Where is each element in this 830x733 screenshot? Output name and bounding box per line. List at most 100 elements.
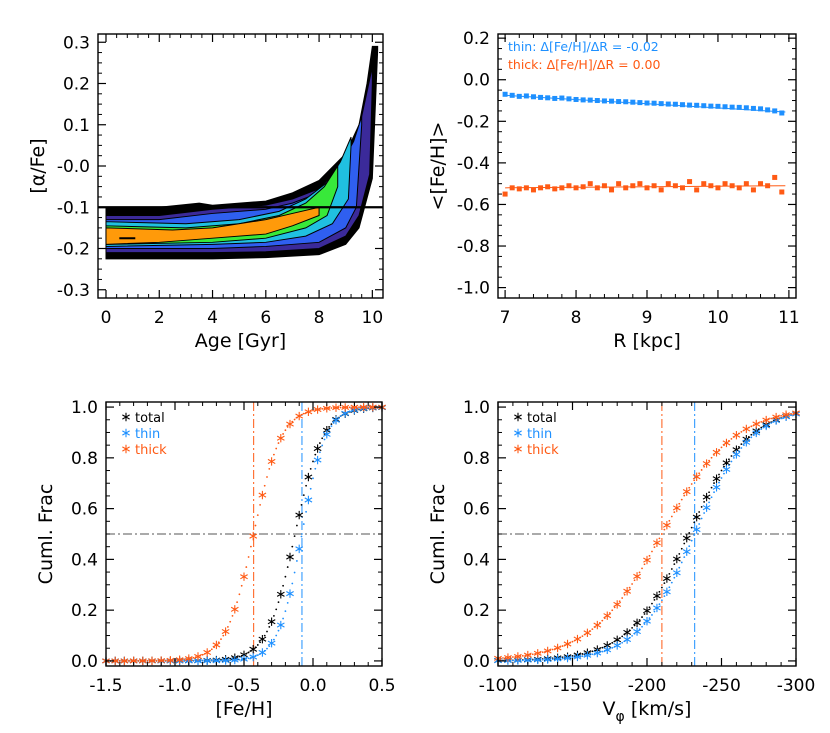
total-curve-dot [718,473,720,476]
total-curve-dot [571,654,574,657]
thin-point [651,100,657,106]
thick-curve-dot [266,476,268,478]
thin-point [658,101,664,107]
y-tick-label: 0.2 [71,601,98,621]
thick-point [545,184,551,190]
x-tick-label: -1.0 [158,676,191,696]
total-curve-dot [631,626,633,629]
thick-point [708,183,714,189]
thick-curve-dot [673,511,676,514]
thick-curve-dot [601,619,604,622]
thin-curve-dot [512,659,514,662]
x-axis-label: [Fe/H] [215,698,272,720]
thick-point [729,183,735,189]
thick-curve-dot [661,533,663,535]
thick-curve-dot [591,628,594,631]
total-curve-dot [708,491,710,494]
x-axis-label-main: V [603,698,616,720]
thick-curve-dot [683,494,686,497]
legend-total-label: total [527,411,557,426]
thin-curve-dot [720,477,723,479]
thick-curve-dot [220,638,222,641]
thin-curve-dot [658,603,661,606]
total-curve-dot [668,572,671,575]
thick-curve-dot [648,554,651,557]
thin-curve-dot [611,646,614,649]
legend-thick-marker [122,444,130,454]
annotation-thick-gradient: thick: Δ[Fe/H]/ΔR = 0.00 [508,57,660,72]
total-curve-dot [750,433,753,436]
panel-feh-radius: 7 8 9 10 11 -1.0 -0.8 -0.6 -0.4 -0.2 0.0 0.2 thin: … [427,29,800,352]
ticks: 7 8 9 10 11 -1.0 -0.8 -0.6 -0.4 -0.2 0.0 0.2 [457,29,800,328]
y-tick-label: 0.4 [71,550,98,570]
total-star-marker [692,512,701,522]
series-layer [494,408,800,665]
thick-point [722,181,728,187]
thick-curve-dot [618,600,621,603]
thin-curve-dot [708,501,710,504]
thin-curve-dot [328,429,330,431]
thin-point [502,91,508,97]
thick-star-marker [563,639,572,649]
thick-point [609,187,615,193]
thick-curve-dot [750,425,753,428]
total-star-marker [712,474,721,483]
thin-star-marker [258,648,267,657]
y-tick-label: -0.2 [457,112,490,132]
thin-curve-dot [521,659,524,662]
thick-curve-dot [210,648,213,651]
thin-point [701,103,707,109]
thick-star-marker [662,521,671,530]
thin-curve-dot [183,660,186,662]
thick-curve-dot [703,465,706,468]
thick-curve-dot [263,484,266,487]
thin-curve-dot [524,659,527,662]
thin-star-marker [286,589,294,598]
thin-curve-dot [305,510,307,513]
thin-star-marker [573,652,582,662]
total-curve-dot [314,453,317,456]
total-curve-dot [581,653,584,655]
thick-curve-dot [678,502,681,505]
thick-curve-dot [531,653,534,656]
total-curve-dot [263,634,266,637]
thick-curve-dot [240,584,243,587]
y-tick-label: 0.8 [463,449,490,469]
thick-curve-dot [302,412,305,415]
total-curve-dot [678,553,681,555]
thick-curve-dot [541,651,544,654]
thick-star-marker [249,531,258,541]
panel-alpha-age: 0 2 4 6 8 10 -0.3 -0.2 -0.1 -0.0 0.1 0.2 0.3 Age [Gy… [27,33,384,352]
thick-curve-dot [192,656,195,659]
thick-curve-dot [259,504,261,506]
total-curve-dot [328,426,330,428]
total-star-marker [672,554,681,564]
total-curve-dot [737,445,740,448]
legend-thick-marker [514,444,522,454]
thick-star-marker [240,572,248,581]
thin-star-marker [643,616,651,626]
thin-point [538,94,544,100]
total-curve-dot [300,504,303,506]
total-curve-dot [268,626,271,628]
thin-point [672,101,678,107]
y-axis-label: <[Fe/H]> [427,122,449,211]
thin-star-marker [732,450,741,459]
x-tick-label: 8 [314,308,325,328]
thin-curve-dot [730,460,733,463]
y-tick-label: 0.6 [463,500,490,520]
thin-star-marker [692,525,701,534]
thick-star-marker [267,457,276,466]
thin-curve-dot [750,436,753,439]
annotation-thin-gradient: thin: Δ[Fe/H]/ΔR = -0.02 [508,39,659,54]
total-curve-dot [661,586,663,589]
thin-curve-dot [648,617,651,620]
thick-point [736,185,742,191]
y-tick-label: 0.4 [463,550,490,570]
thick-star-marker [593,620,602,630]
legend-total-label: total [135,411,165,426]
thin-point [729,104,735,110]
total-curve-dot [693,521,696,524]
thin-curve-dot [192,659,195,662]
total-curve-dot [723,465,725,468]
